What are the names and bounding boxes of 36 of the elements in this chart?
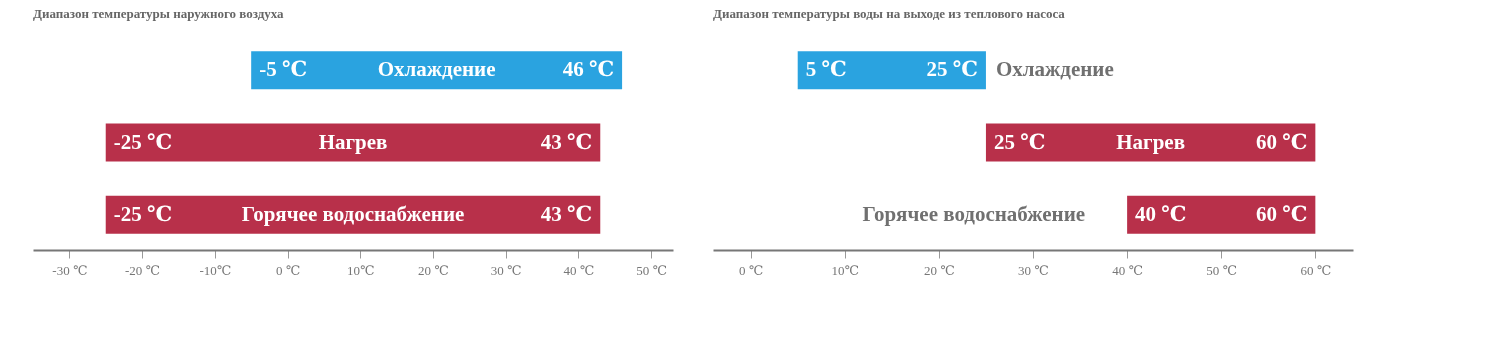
chart-title: Диапазон температуры наружного воздуха bbox=[33, 6, 285, 21]
x-tick-label: 0 ℃ bbox=[739, 262, 764, 278]
annotation: 46 ℃ bbox=[562, 57, 615, 82]
x-tick-label: 10℃ bbox=[831, 262, 860, 278]
chart-title: Диапазон температуры воды на выходе из теплового насоса bbox=[713, 6, 1066, 21]
category-label: Нагрев bbox=[1116, 129, 1186, 154]
annotation: 25 ℃ bbox=[926, 57, 978, 82]
x-tick-label: 20 ℃ bbox=[923, 262, 955, 278]
annotation: 43 ℃ bbox=[540, 129, 593, 154]
x-tick-label: 60 ℃ bbox=[1300, 262, 1332, 278]
annotation: 60 ℃ bbox=[1255, 129, 1308, 154]
x-tick-label: -10℃ bbox=[199, 262, 232, 278]
x-tick-label: 30 ℃ bbox=[1018, 262, 1049, 278]
x-tick-label: 20 ℃ bbox=[418, 262, 449, 278]
x-tick-label: 10℃ bbox=[347, 262, 375, 278]
x-tick-label: 50 ℃ bbox=[1206, 262, 1238, 278]
annotation: 60 ℃ bbox=[1255, 201, 1308, 226]
category-label: Нагрев bbox=[318, 129, 388, 154]
annotation: -25 ℃ bbox=[113, 129, 173, 154]
x-tick-label: -20 ℃ bbox=[125, 262, 161, 278]
annotation: -25 ℃ bbox=[113, 201, 173, 226]
annotation: 43 ℃ bbox=[540, 201, 593, 226]
category-label: Горячее водоснабжение bbox=[241, 201, 465, 226]
x-tick-label: 40 ℃ bbox=[563, 262, 595, 278]
x-tick-label: 30 ℃ bbox=[490, 262, 522, 278]
category-label: Охлаждение bbox=[377, 57, 496, 82]
annotation: 40 ℃ bbox=[1135, 201, 1187, 226]
category-label: Горячее водоснабжение bbox=[862, 201, 1086, 226]
x-tick-label: 40 ℃ bbox=[1112, 262, 1144, 278]
x-tick-label: 0 ℃ bbox=[275, 262, 301, 278]
annotation: 5 ℃ bbox=[805, 57, 847, 82]
annotation: 25 ℃ bbox=[993, 129, 1046, 154]
x-tick-label: -30 ℃ bbox=[52, 262, 88, 278]
category-label: Охлаждение bbox=[995, 57, 1114, 82]
x-tick-label: 50 ℃ bbox=[636, 262, 668, 278]
annotation: -5 ℃ bbox=[259, 57, 308, 82]
